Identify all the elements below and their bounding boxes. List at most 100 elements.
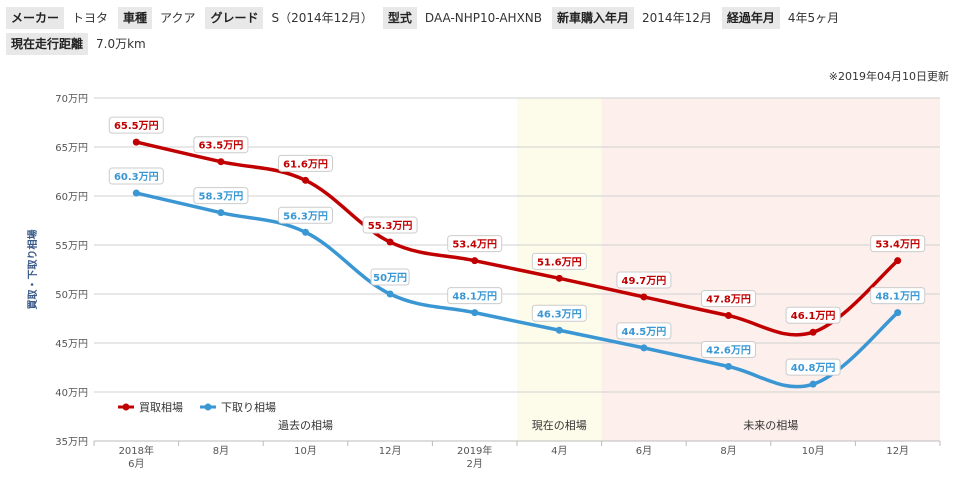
spec-label-type: 型式 [382, 7, 417, 29]
y-tick-label: 55万円 [55, 241, 88, 252]
x-tick-label: 8月 [720, 445, 736, 457]
data-label-box [701, 341, 756, 359]
x-tick-line: 2019年 [457, 444, 492, 457]
spec-value-mileage: 7.0万km [96, 37, 146, 51]
y-tick-label: 60万円 [55, 192, 88, 203]
data-point [555, 274, 563, 282]
x-tick-line: 12月 [886, 445, 909, 457]
data-point [809, 328, 817, 336]
data-label-box [870, 235, 926, 253]
data-point [894, 257, 902, 265]
spec-label-grade: グレード [205, 7, 264, 29]
data-label-box [531, 304, 587, 322]
data-point [725, 312, 732, 320]
data-label-box [362, 216, 418, 234]
x-tick-line: 2018年 [119, 444, 154, 457]
spec-value-maker: トヨタ [72, 11, 109, 25]
data-label-box [278, 154, 333, 172]
region-labels: 過去の相場 現在の相場 未来の相場 [278, 419, 798, 432]
x-tick-label: 2019年 2月 [457, 444, 492, 470]
y-tick-label: 50万円 [55, 290, 88, 301]
data-label: 63.5万円 [199, 140, 244, 152]
data-label: 51.6万円 [537, 256, 582, 268]
data-label: 44.5万円 [622, 326, 667, 338]
x-tick-label: 12月 [886, 445, 909, 457]
data-label: 56.3万円 [283, 210, 328, 222]
data-label: 42.6万円 [706, 345, 751, 357]
data-label: 46.3万円 [537, 308, 582, 320]
spec-value-elapsed: 4年5ヶ月 [787, 11, 840, 25]
data-point [471, 257, 479, 265]
x-tick-line: 10月 [294, 445, 317, 457]
x-tick-line: 6月 [128, 458, 144, 470]
data-labels: 65.5万円 63.5万円 61.6万円 55.3万円 53.4万円 51.6万円 49.7… [108, 116, 926, 376]
region-bands [517, 98, 940, 441]
data-label-box [108, 167, 164, 185]
data-label-box [785, 358, 841, 376]
series-line-trade [135, 191, 899, 389]
data-label: 60.3万円 [114, 171, 159, 183]
data-label: 53.4万円 [452, 239, 497, 251]
spec-value-grade: S（2014年12月） [271, 11, 373, 25]
data-label: 58.3万円 [199, 191, 244, 203]
series-lines [132, 138, 902, 389]
data-label-box [785, 306, 841, 324]
data-label-box [193, 187, 249, 205]
data-point [809, 380, 817, 388]
spec-label-elapsed: 経過年月 [721, 7, 780, 29]
data-point [894, 309, 902, 317]
spec-label-mileage: 現在走行距離 [6, 33, 89, 55]
data-label: 48.1万円 [452, 291, 497, 303]
x-tick-line: 12月 [379, 445, 402, 457]
spec-label-maker: メーカー [6, 7, 65, 29]
y-tick-label: 65万円 [55, 143, 88, 154]
region-label: 過去の相場 [278, 419, 333, 432]
legend-swatch-dot [122, 403, 130, 411]
y-tick-label: 70万円 [55, 94, 88, 105]
data-label-box [701, 290, 756, 308]
data-label: 46.1万円 [791, 310, 836, 322]
data-label-box [278, 206, 333, 224]
data-point [640, 293, 648, 301]
data-point [471, 309, 479, 317]
region-label: 未来の相場 [743, 419, 798, 432]
legend-swatch-dot [204, 403, 212, 411]
spec-value-type: DAA-NHP10-AHXNB [424, 11, 543, 25]
spec-value-model: アクア [160, 11, 196, 25]
data-point [132, 189, 140, 197]
legend-label[interactable]: 下取り相場 [221, 401, 276, 414]
y-tick-label: 35万円 [55, 437, 88, 448]
data-label-box [193, 136, 249, 154]
vehicle-spec-bar: メーカー トヨタ 車種 アクア グレード S（2014年12月） 型式 DAA-… [6, 6, 953, 58]
data-label: 48.1万円 [875, 291, 920, 303]
spec-label-model: 車種 [118, 7, 153, 29]
data-label: 55.3万円 [368, 220, 413, 232]
data-point [217, 158, 225, 166]
spec-row-1: メーカー トヨタ 車種 アクア グレード S（2014年12月） 型式 DAA-… [6, 6, 953, 30]
data-label-box [370, 268, 410, 286]
data-label-box [447, 235, 503, 253]
y-axis-ticks: 35万円 40万円 45万円 50万円 55万円 60万円 65万円 70万円 [55, 94, 88, 448]
data-label: 49.7万円 [622, 275, 667, 287]
x-tick-line: 8月 [213, 445, 229, 457]
data-point [725, 363, 732, 371]
y-tick-label: 40万円 [55, 388, 88, 399]
data-label: 53.4万円 [875, 239, 920, 251]
data-point [555, 326, 563, 334]
legend: 買取相場 下取り相場 [118, 401, 276, 414]
region-label: 現在の相場 [532, 419, 587, 432]
x-tick-line: 6月 [636, 445, 652, 457]
spec-label-purchase-date: 新車購入年月 [552, 7, 635, 29]
y-axis-title: 買取・下取り相場 [26, 230, 39, 310]
x-tick-label: 2018年 6月 [119, 444, 154, 470]
spec-value-purchase-date: 2014年12月 [642, 11, 712, 25]
data-point [132, 138, 140, 146]
x-tick-line: 2月 [467, 458, 483, 470]
x-tick-label: 6月 [636, 445, 652, 457]
data-label: 50万円 [373, 272, 407, 284]
x-tick-label: 8月 [213, 445, 229, 457]
data-label-box [108, 116, 164, 134]
legend-label[interactable]: 買取相場 [139, 401, 183, 414]
